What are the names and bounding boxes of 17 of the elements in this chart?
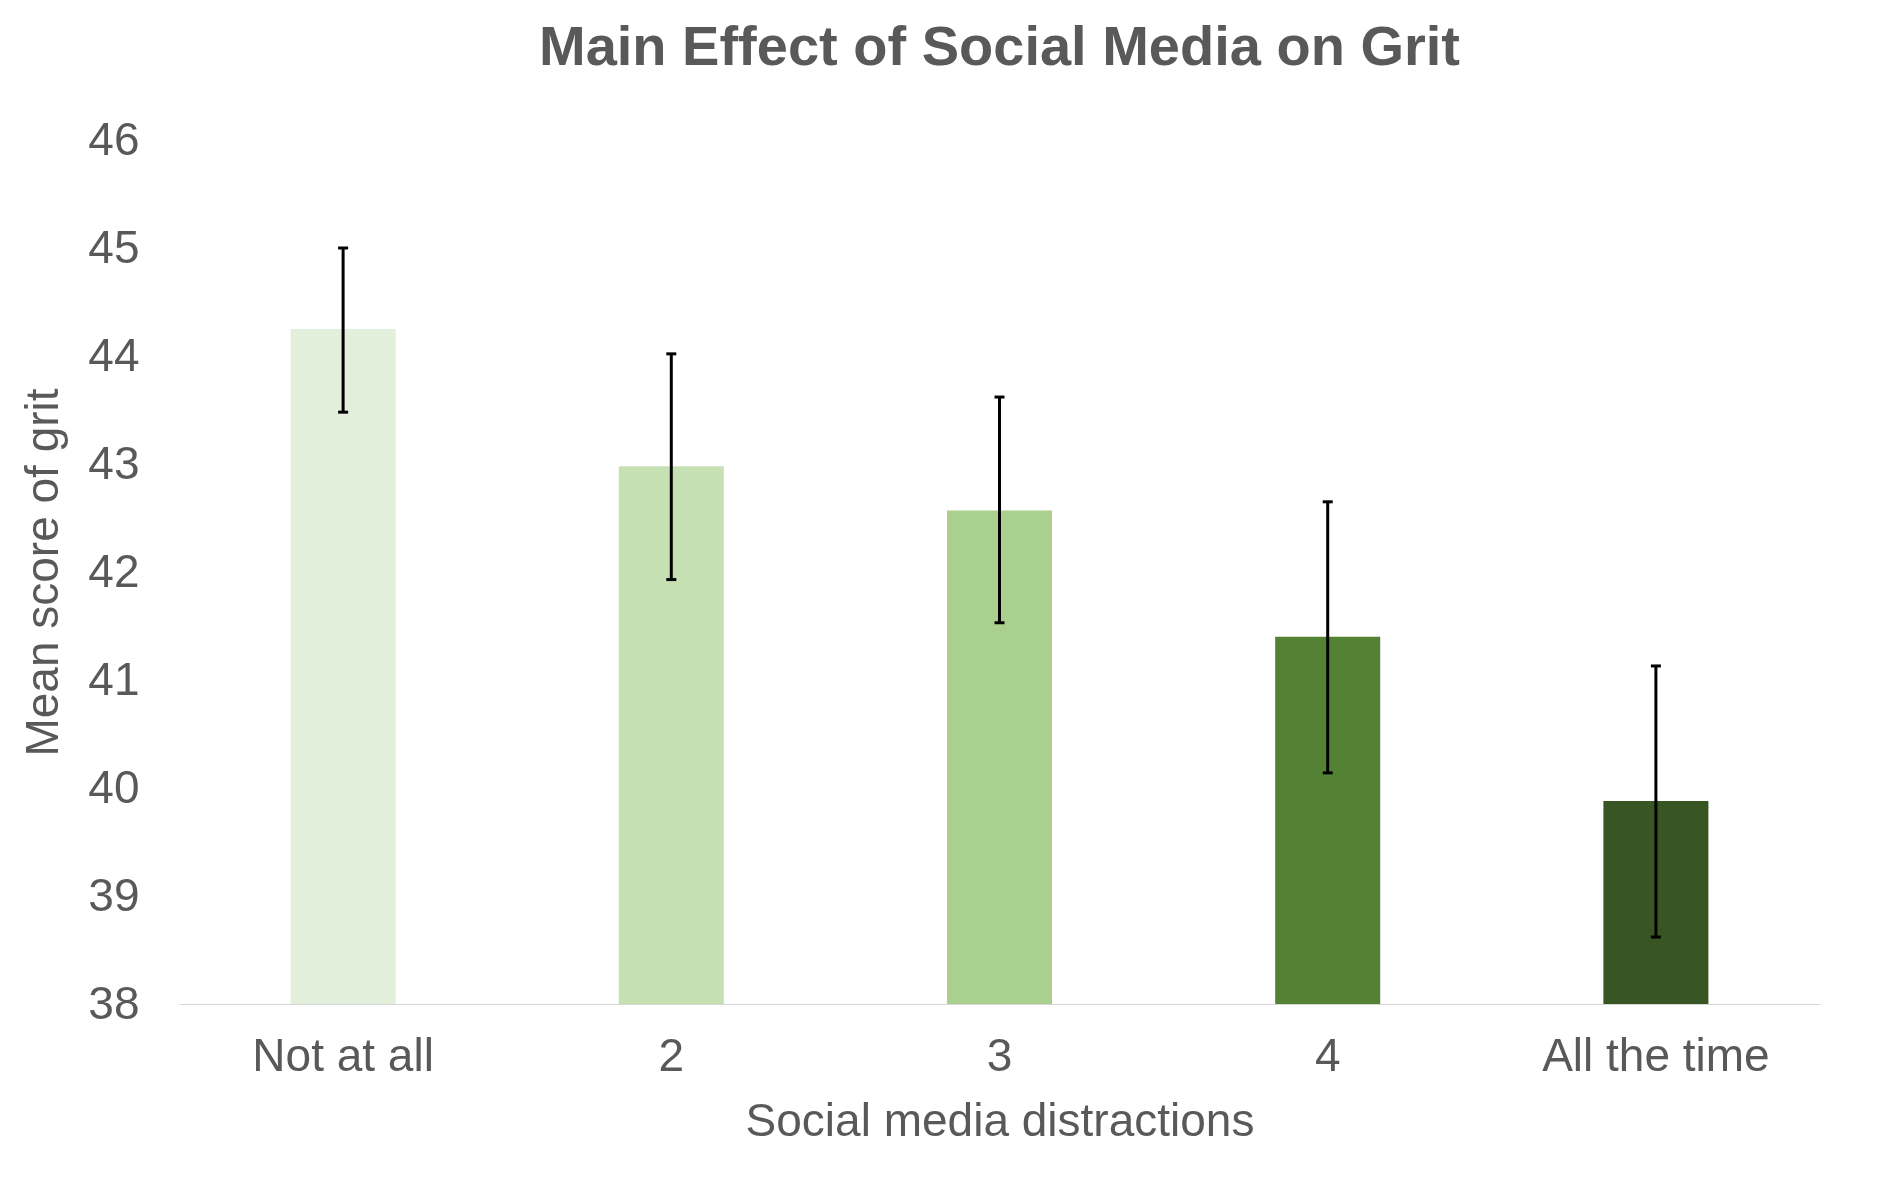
x-tick-label: 4 <box>1314 1028 1341 1081</box>
x-tick-label: 2 <box>658 1028 685 1081</box>
chart-title: Main Effect of Social Media on Grit <box>539 14 1460 77</box>
y-tick-label: 42 <box>88 544 140 597</box>
y-tick-label: 45 <box>88 220 140 273</box>
y-axis-title: Mean score of grit <box>16 388 69 757</box>
y-tick-label: 39 <box>88 868 140 921</box>
y-tick-label: 41 <box>88 652 140 705</box>
y-tick-label: 44 <box>88 328 140 381</box>
x-tick-label: Not at all <box>252 1028 434 1081</box>
y-tick-label: 43 <box>88 436 140 489</box>
y-tick-label: 46 <box>88 112 140 165</box>
x-tick-label: 3 <box>986 1028 1013 1081</box>
y-tick-label: 40 <box>88 760 140 813</box>
x-tick-label: All the time <box>1542 1028 1770 1081</box>
y-tick-label: 38 <box>88 976 140 1029</box>
x-axis-title: Social media distractions <box>745 1093 1255 1146</box>
